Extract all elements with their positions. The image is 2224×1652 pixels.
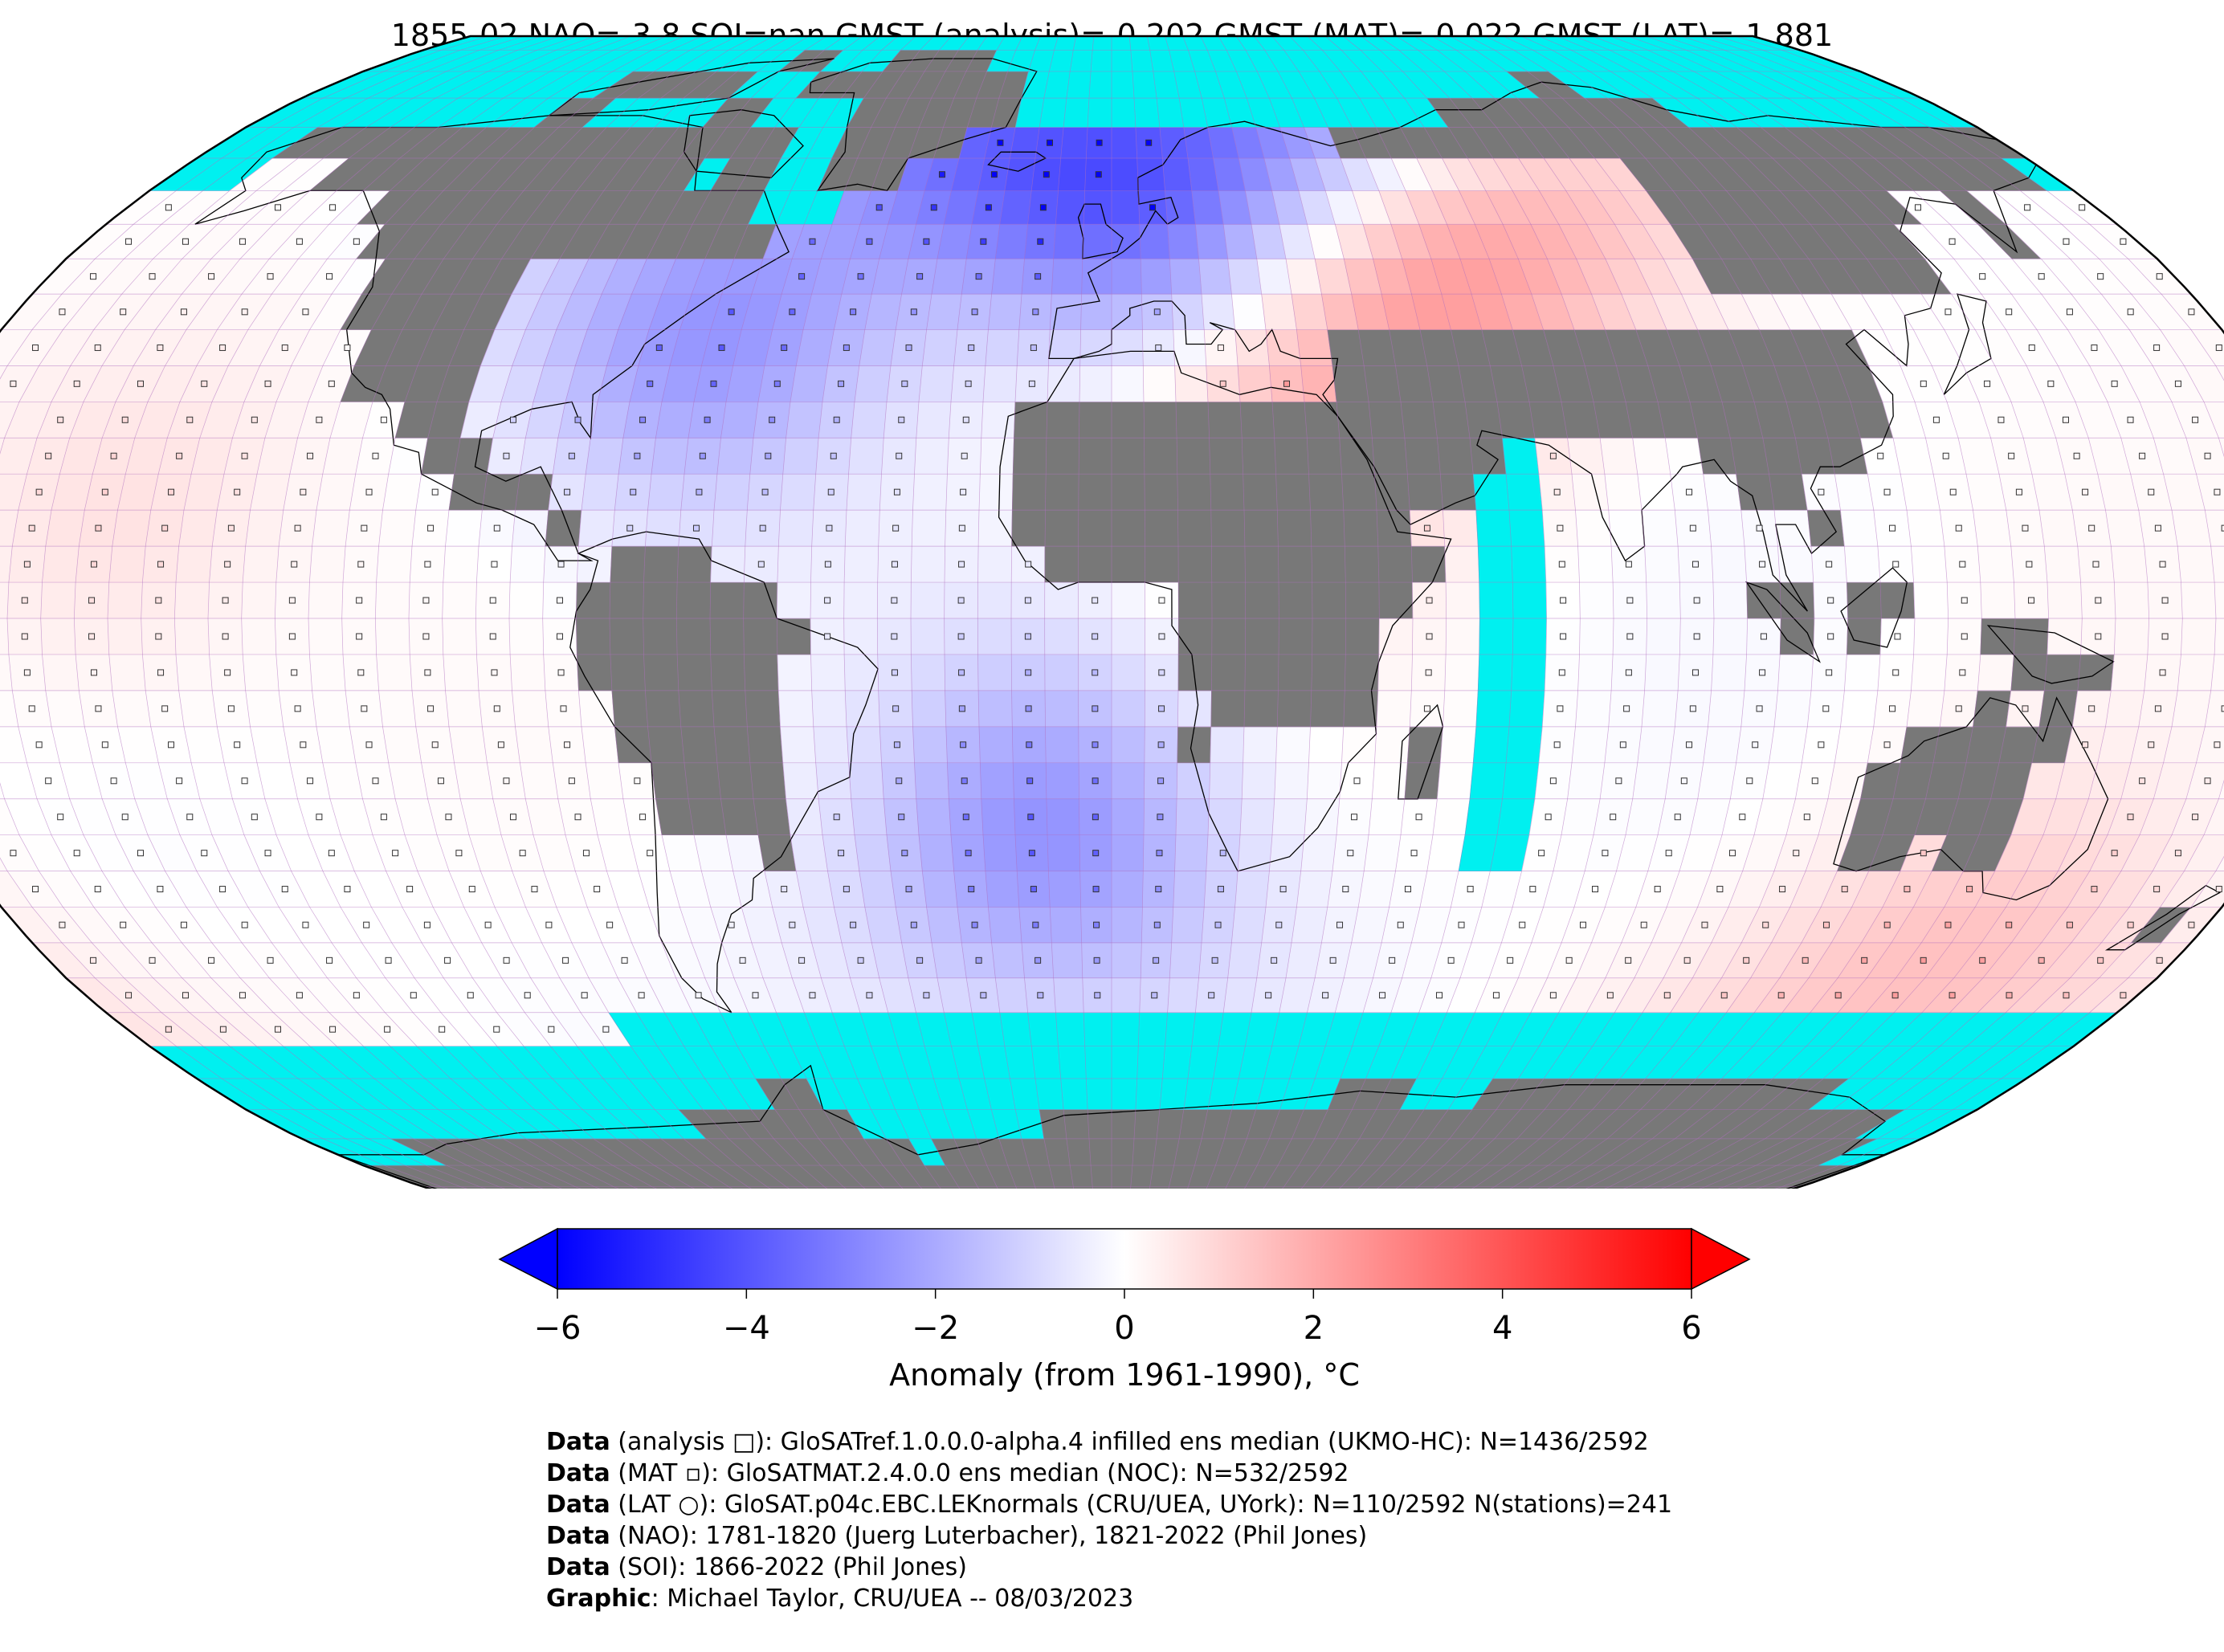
colorbar-label: Anomaly (from 1961-1990), °C bbox=[889, 1357, 1360, 1393]
credit-line-lat: Data (LAT ○): GloSAT.p04c.EBC.LEKnormals… bbox=[546, 1491, 1673, 1519]
colorbar-tick-label: 0 bbox=[1114, 1310, 1134, 1347]
colorbar-tick-label: 4 bbox=[1492, 1310, 1512, 1347]
credit-line-graphic: Graphic: Michael Taylor, CRU/UEA -- 08/0… bbox=[546, 1585, 1134, 1613]
colorbar-gradient bbox=[557, 1228, 1692, 1290]
colorbar-tick-label: 6 bbox=[1681, 1310, 1701, 1347]
colorbar-tick-label: −2 bbox=[912, 1310, 959, 1347]
colorbar-tick-label: 2 bbox=[1304, 1310, 1324, 1347]
credit-line-mat: Data (MAT ▫): GloSATMAT.2.4.0.0 ens medi… bbox=[546, 1459, 1349, 1487]
credit-line-nao: Data (NAO): 1781-1820 (Juerg Luterbacher… bbox=[546, 1522, 1368, 1550]
credit-line-analysis: Data (analysis □): GloSATref.1.0.0.0-alp… bbox=[546, 1428, 1649, 1456]
credit-line-soi: Data (SOI): 1866-2022 (Phil Jones) bbox=[546, 1553, 967, 1581]
colorbar-max-arrow bbox=[1691, 1227, 1751, 1291]
colorbar-ticks: −6 −4 −2 0 2 4 6 bbox=[534, 1289, 1702, 1347]
colorbar-tick-label: −4 bbox=[723, 1310, 770, 1347]
world-map bbox=[0, 35, 2224, 1189]
colorbar-tick-label: −6 bbox=[534, 1310, 582, 1347]
colorbar: −6 −4 −2 0 2 4 6 bbox=[498, 1227, 1751, 1347]
credits: Data (analysis □): GloSATref.1.0.0.0-alp… bbox=[546, 1426, 1672, 1614]
colorbar-min-arrow bbox=[498, 1227, 558, 1291]
